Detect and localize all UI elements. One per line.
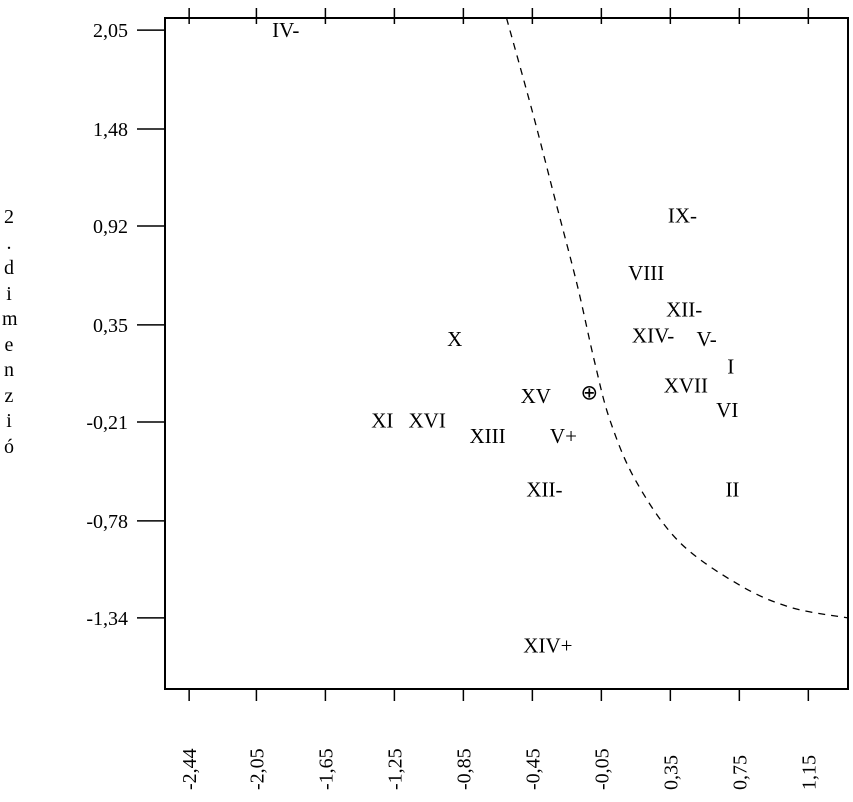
curve-layer [505, 17, 849, 619]
point-label: XI [371, 408, 393, 432]
y-tick-label: 2,05 [93, 20, 128, 42]
y-axis-label-char: 2 [4, 206, 14, 228]
x-tick-label: -1,65 [315, 748, 337, 790]
y-axis-label-char: i [6, 282, 12, 305]
y-axis-label-char: z [4, 384, 14, 407]
point-label: IV- [272, 18, 299, 42]
point-label: IX- [668, 204, 697, 228]
point-label: XV [521, 384, 551, 408]
point-label: I [727, 355, 734, 379]
x-tick-label: 0,35 [660, 755, 682, 790]
origin-marker: ⊕ [580, 381, 598, 405]
x-tick-label: -0,05 [591, 748, 613, 790]
y-axis-label-char: d [4, 257, 14, 279]
dashed-boundary-curve [505, 17, 849, 619]
point-label: XVII [664, 374, 708, 398]
y-tick-label: -0,78 [86, 511, 128, 533]
y-tick-label: 1,48 [93, 119, 128, 141]
y-axis-label-char: e [4, 333, 14, 356]
point-label: XIV+ [523, 634, 572, 658]
y-axis-label-char: ó [4, 435, 14, 458]
point-label: V- [696, 327, 716, 351]
x-tick-label: -0,45 [522, 748, 544, 790]
x-tick-label: -2,05 [246, 748, 268, 790]
y-axis-label-char: n [4, 359, 14, 381]
ticks-layer: -2,44 -2,05 -1,65 -1,25 -0,85 -0,45 -0,05 0,35 0… [86, 8, 820, 790]
point-label: XII- [666, 297, 702, 321]
x-tick-label: 1,15 [798, 755, 820, 790]
point-label: XIII [469, 424, 505, 448]
point-label: VIII [628, 261, 664, 285]
point-label: VI [716, 398, 738, 422]
y-tick-label: 0,35 [93, 315, 128, 337]
x-tick-label: -2,44 [179, 748, 201, 790]
point-label: XVI [408, 408, 445, 432]
y-axis-label-char: m [2, 308, 18, 330]
y-tick-label: 0,92 [93, 216, 128, 238]
x-tick-label: -0,85 [453, 748, 475, 790]
point-label: XIV- [632, 323, 674, 347]
y-tick-label: -1,34 [86, 608, 128, 630]
y-tick-label: -0,21 [86, 412, 128, 434]
x-tick-label: -1,25 [384, 748, 406, 790]
y-axis-label-char: . [6, 231, 12, 254]
y-axis-label-char: i [6, 410, 12, 432]
point-label: X [447, 327, 462, 351]
point-label: XII- [526, 478, 562, 502]
point-label: II [725, 478, 739, 502]
x-tick-label: 0,75 [729, 755, 751, 790]
point-label: V+ [550, 424, 577, 448]
